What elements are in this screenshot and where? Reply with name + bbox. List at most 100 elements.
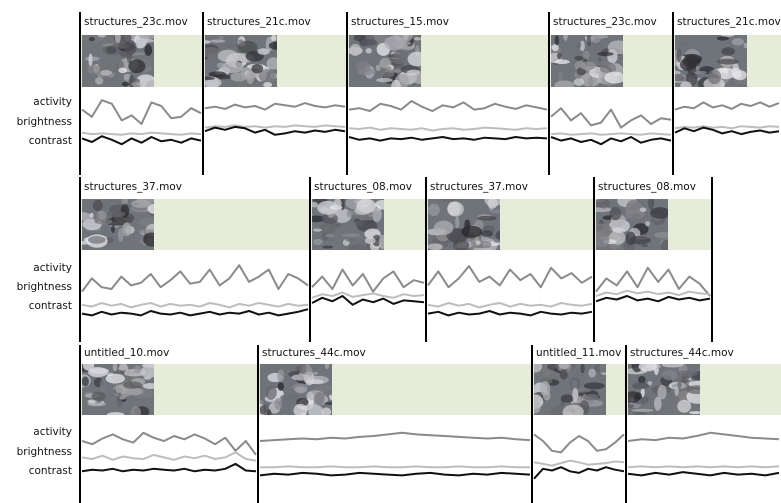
- brightness-line: [205, 125, 345, 127]
- thumbnail: [543, 28, 629, 91]
- thumb-texture: [434, 221, 454, 235]
- activity-line: [205, 103, 345, 110]
- thumb-texture: [348, 244, 367, 255]
- thumb-texture: [144, 44, 152, 56]
- thumb-texture: [732, 38, 744, 45]
- thumb-texture: [140, 75, 156, 90]
- thumb-texture: [717, 36, 729, 40]
- thumb-texture: [480, 241, 491, 249]
- thumb-texture: [557, 53, 562, 59]
- clip-name: structures_15.mov: [351, 16, 449, 28]
- clip-name: structures_37.mov: [430, 181, 528, 193]
- thumbnail: [82, 30, 162, 94]
- thumb-texture: [580, 363, 584, 373]
- thumb-texture: [347, 210, 352, 218]
- thumb-texture: [555, 35, 560, 45]
- clip-name: untitled_11.mov: [536, 347, 621, 359]
- thumbnail: [73, 193, 160, 250]
- thumb-texture: [293, 404, 307, 417]
- thumb-texture: [122, 222, 131, 236]
- activity-line: [628, 433, 779, 441]
- thumb-texture: [640, 208, 647, 213]
- clip-name: structures_23c.mov: [84, 16, 188, 28]
- thumb-texture: [123, 381, 142, 388]
- clip-name: structures_44c.mov: [262, 347, 366, 359]
- thumb-texture: [391, 80, 401, 92]
- thumb-texture: [271, 35, 276, 41]
- thumb-texture: [376, 64, 381, 70]
- thumb-texture: [594, 42, 602, 54]
- thumbnail: [525, 357, 613, 419]
- thumbnail: [425, 194, 504, 253]
- series-label: brightness: [17, 281, 72, 293]
- thumb-texture: [680, 81, 691, 90]
- thumb-texture: [356, 61, 370, 73]
- thumb-texture: [92, 392, 106, 401]
- thumb-texture: [372, 207, 382, 222]
- clip-name: structures_37.mov: [84, 181, 182, 193]
- thumb-texture: [107, 412, 124, 417]
- clip-name: structures_21c.mov: [677, 16, 781, 28]
- contrast-line: [596, 296, 710, 301]
- thumb-texture: [265, 385, 277, 400]
- thumb-texture: [677, 378, 681, 390]
- thumb-texture: [210, 39, 225, 42]
- thumb-texture: [403, 30, 409, 40]
- thumb-texture: [332, 223, 341, 227]
- brightness-line: [596, 291, 710, 296]
- thumb-texture: [563, 405, 584, 420]
- thumb-texture: [440, 196, 459, 202]
- clip-name: structures_23c.mov: [553, 16, 657, 28]
- thumb-texture: [590, 34, 600, 43]
- thumb-texture: [427, 243, 442, 250]
- series-label: brightness: [17, 116, 72, 128]
- thumb-texture: [325, 234, 334, 238]
- thumb-texture: [597, 52, 614, 56]
- thumb-texture: [721, 33, 734, 37]
- contrast-line: [82, 136, 201, 144]
- thumb-texture: [366, 48, 372, 53]
- thumb-texture: [386, 67, 392, 72]
- thumb-texture: [117, 393, 122, 408]
- thumb-texture: [222, 61, 243, 73]
- brightness-line: [534, 461, 624, 466]
- thumb-texture: [257, 48, 269, 55]
- thumbnail: [308, 196, 390, 255]
- thumb-texture: [540, 381, 550, 395]
- thumb-texture: [376, 78, 392, 82]
- thumb-texture: [106, 374, 125, 384]
- thumb-texture: [118, 67, 127, 73]
- thumb-texture: [455, 216, 459, 230]
- brightness-line: [82, 452, 256, 460]
- thumb-texture: [128, 59, 145, 73]
- thumb-texture: [308, 405, 323, 419]
- activity-line: [312, 270, 424, 292]
- thumb-texture: [574, 56, 583, 61]
- thumb-texture: [572, 388, 578, 402]
- activity-line: [82, 265, 308, 291]
- brightness-line: [82, 133, 201, 135]
- thumbnail: [255, 359, 338, 419]
- thumb-texture: [136, 39, 155, 43]
- thumb-texture: [95, 77, 103, 84]
- thumb-texture: [632, 382, 649, 389]
- thumb-texture: [281, 413, 289, 417]
- thumb-texture: [573, 78, 584, 85]
- contrast-line: [205, 127, 345, 135]
- series-label: brightness: [17, 446, 72, 458]
- thumb-texture: [111, 225, 115, 233]
- brightness-line: [260, 466, 530, 467]
- thumb-texture: [89, 213, 93, 219]
- thumb-texture: [345, 239, 357, 242]
- thumb-texture: [130, 406, 141, 420]
- thumb-texture: [322, 246, 333, 249]
- thumb-texture: [677, 370, 697, 376]
- thumb-texture: [717, 59, 739, 65]
- thumb-texture: [238, 39, 243, 43]
- contrast-line: [428, 311, 592, 315]
- thumb-texture: [278, 382, 284, 391]
- thumb-texture: [365, 237, 376, 244]
- contrast-line: [312, 296, 424, 305]
- thumb-texture: [584, 382, 605, 389]
- thumb-texture: [694, 71, 707, 74]
